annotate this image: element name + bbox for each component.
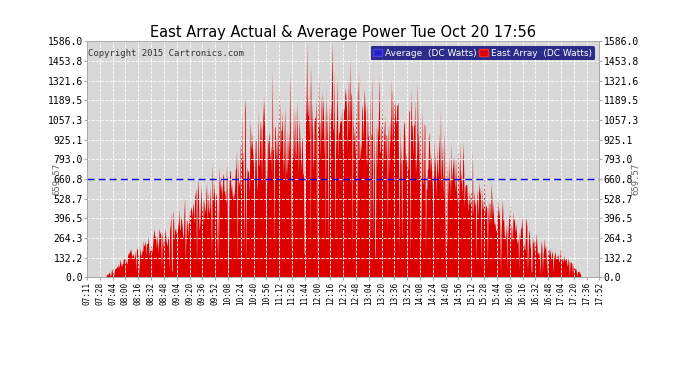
Legend: Average  (DC Watts), East Array  (DC Watts): Average (DC Watts), East Array (DC Watts… (371, 46, 595, 60)
Text: 659.57: 659.57 (53, 163, 62, 195)
Text: 659.57: 659.57 (632, 163, 641, 195)
Title: East Array Actual & Average Power Tue Oct 20 17:56: East Array Actual & Average Power Tue Oc… (150, 25, 536, 40)
Text: Copyright 2015 Cartronics.com: Copyright 2015 Cartronics.com (88, 48, 244, 57)
